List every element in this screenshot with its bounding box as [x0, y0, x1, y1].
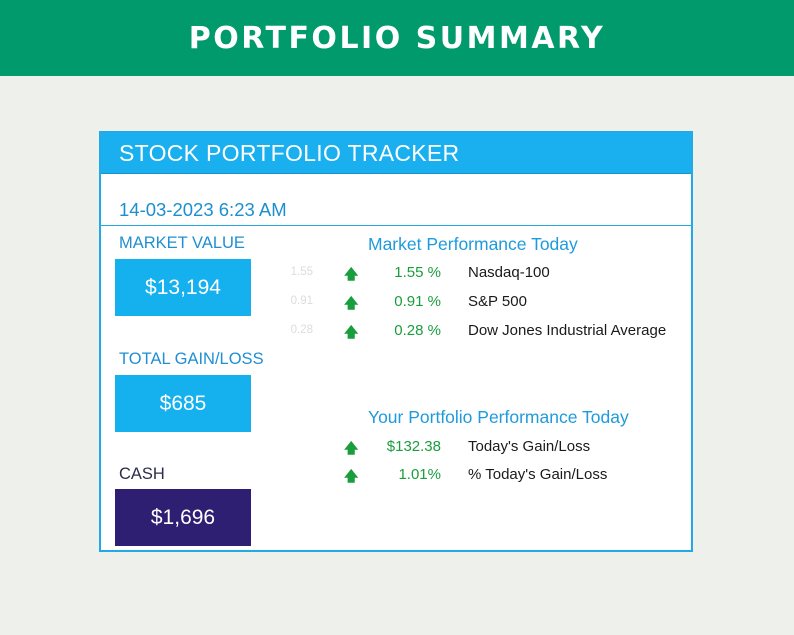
- change-percent: 0.28 %: [394, 322, 441, 339]
- header-banner: PORTFOLIO SUMMARY: [0, 0, 794, 76]
- gain-percent: 1.01%: [398, 466, 441, 483]
- up-arrow-icon: 🡅: [344, 440, 359, 456]
- market-value: $13,194: [145, 275, 221, 299]
- index-name: Dow Jones Industrial Average: [468, 322, 667, 339]
- faint-value: 0.91: [290, 295, 313, 307]
- market-row-nasdaq: 1.55 🡅 1.55 % Nasdaq-100: [101, 264, 691, 284]
- up-arrow-icon: 🡅: [344, 266, 359, 282]
- up-arrow-icon: 🡅: [344, 324, 359, 340]
- change-percent: 1.55 %: [394, 264, 441, 281]
- faint-value: 1.55: [290, 266, 313, 278]
- market-row-dow: 0.28 🡅 0.28 % Dow Jones Industrial Avera…: [101, 322, 691, 342]
- up-arrow-icon: 🡅: [344, 468, 359, 484]
- timestamp: 14-03-2023 6:23 AM: [119, 199, 287, 220]
- divider: [101, 225, 691, 226]
- card-title: STOCK PORTFOLIO TRACKER: [119, 140, 460, 166]
- change-percent: 0.91 %: [394, 293, 441, 310]
- cash-label: CASH: [119, 465, 165, 483]
- portfolio-row-gain: 🡅 $132.38 Today's Gain/Loss: [101, 438, 691, 458]
- metric-name: Today's Gain/Loss: [468, 438, 591, 455]
- market-row-sp500: 0.91 🡅 0.91 % S&P 500: [101, 293, 691, 313]
- metric-name: % Today's Gain/Loss: [468, 466, 608, 483]
- card-header: STOCK PORTFOLIO TRACKER: [101, 133, 691, 174]
- market-value-box: $13,194: [115, 259, 251, 316]
- index-name: Nasdaq-100: [468, 264, 550, 281]
- portfolio-row-gain-percent: 🡅 1.01% % Today's Gain/Loss: [101, 466, 691, 486]
- portfolio-performance-title: Your Portfolio Performance Today: [368, 407, 629, 427]
- portfolio-tracker-card: STOCK PORTFOLIO TRACKER 14-03-2023 6:23 …: [99, 131, 693, 552]
- cash-box: $1,696: [115, 489, 251, 546]
- market-performance-title: Market Performance Today: [368, 234, 578, 254]
- faint-value: 0.28: [290, 324, 313, 336]
- total-gain-loss-value: $685: [159, 391, 207, 415]
- up-arrow-icon: 🡅: [344, 295, 359, 311]
- total-gain-loss-label: TOTAL GAIN/LOSS: [119, 350, 264, 368]
- total-gain-loss-box: $685: [115, 375, 251, 432]
- market-value-label: MARKET VALUE: [119, 234, 245, 252]
- page-title: PORTFOLIO SUMMARY: [188, 20, 606, 56]
- cash-value: $1,696: [150, 505, 216, 529]
- index-name: S&P 500: [468, 293, 527, 310]
- gain-value: $132.38: [386, 438, 441, 455]
